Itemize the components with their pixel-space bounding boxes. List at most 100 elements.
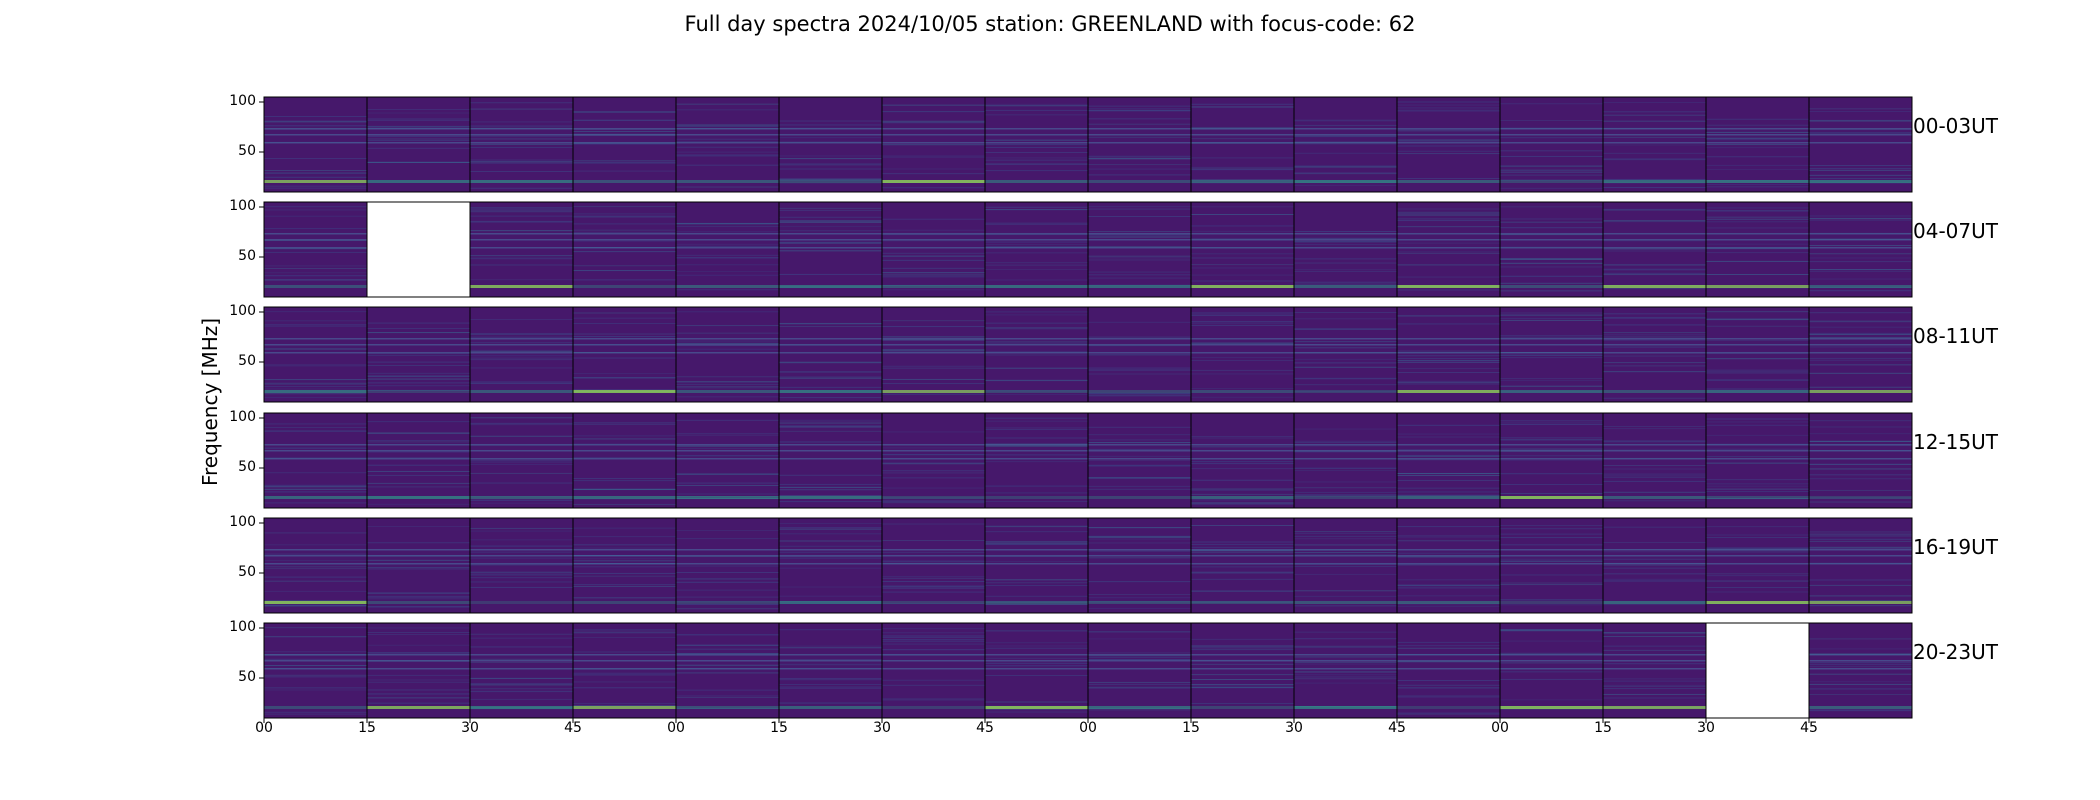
- spectral-line: [1294, 682, 1397, 684]
- spectral-line: [882, 603, 985, 605]
- spectral-line: [985, 525, 1088, 527]
- frequency-band: [1294, 563, 1397, 565]
- frequency-band: [264, 549, 367, 551]
- spectral-line: [470, 349, 573, 351]
- frequency-band: [470, 563, 573, 565]
- low-frequency-band: [1706, 180, 1809, 183]
- spectral-line: [985, 209, 1088, 211]
- spectral-line: [1397, 368, 1500, 370]
- frequency-band: [1397, 450, 1500, 452]
- spectral-line: [779, 483, 882, 485]
- frequency-band: [264, 134, 367, 136]
- spectral-line: [1809, 497, 1912, 499]
- spectrum-panel: [263, 201, 368, 298]
- spectral-line: [1397, 454, 1500, 456]
- frequency-band: [1706, 239, 1809, 241]
- panel-background: [676, 518, 779, 613]
- spectral-line: [985, 367, 1088, 369]
- low-frequency-band: [779, 496, 882, 499]
- spectral-line: [470, 502, 573, 504]
- spectral-line: [1294, 282, 1397, 284]
- frequency-band: [1397, 654, 1500, 656]
- spectral-line: [1500, 525, 1603, 527]
- frequency-band: [573, 458, 676, 460]
- spectral-line: [573, 372, 676, 374]
- spectral-line: [1706, 274, 1809, 276]
- spectral-line: [1809, 253, 1912, 255]
- spectral-line: [1706, 186, 1809, 188]
- spectral-line: [1397, 360, 1500, 362]
- spectral-line: [1191, 550, 1294, 552]
- frequency-band: [1500, 142, 1603, 144]
- spectral-line: [1500, 459, 1603, 461]
- spectral-line: [264, 560, 367, 562]
- spectral-line: [1191, 253, 1294, 255]
- spectral-line: [1191, 138, 1294, 140]
- spectral-line: [1397, 107, 1500, 109]
- spectral-line: [1294, 481, 1397, 483]
- spectral-line: [1809, 290, 1912, 292]
- spectral-line: [1088, 709, 1191, 711]
- spectral-line: [779, 361, 882, 363]
- frequency-band: [1191, 458, 1294, 460]
- frequency-band: [882, 450, 985, 452]
- spectral-line: [1397, 355, 1500, 357]
- frequency-band: [1603, 458, 1706, 460]
- spectrum-panel: [1705, 412, 1810, 509]
- panel-background: [1500, 623, 1603, 718]
- spectral-line: [470, 207, 573, 209]
- spectral-line: [985, 541, 1088, 543]
- frequency-band: [779, 458, 882, 460]
- low-frequency-band: [367, 180, 470, 183]
- spectral-line: [1809, 217, 1912, 219]
- spectral-line: [676, 596, 779, 598]
- spectral-line: [1088, 681, 1191, 683]
- frequency-band: [779, 654, 882, 656]
- spectral-line: [573, 629, 676, 631]
- spectral-line: [1397, 494, 1500, 496]
- spectral-line: [1397, 536, 1500, 538]
- spectral-line: [1191, 168, 1294, 170]
- spectral-line: [1397, 713, 1500, 715]
- spectral-line: [676, 445, 779, 447]
- panel-background: [779, 623, 882, 718]
- panel-background: [1809, 413, 1912, 508]
- panel-background: [1294, 202, 1397, 297]
- frequency-band: [573, 352, 676, 354]
- spectral-line: [367, 109, 470, 111]
- low-frequency-band: [1809, 601, 1912, 604]
- spectral-line: [1603, 221, 1706, 223]
- spectral-line: [779, 528, 882, 530]
- low-frequency-band: [367, 706, 470, 709]
- spectrum-panel: [1293, 306, 1398, 403]
- spectral-line: [882, 168, 985, 170]
- spectral-line: [985, 595, 1088, 597]
- frequency-band: [676, 233, 779, 235]
- frequency-band: [1706, 134, 1809, 136]
- spectral-line: [1294, 535, 1397, 537]
- spectrum-panel: [675, 622, 780, 719]
- spectrum-panel: [1087, 517, 1192, 614]
- spectral-line: [1191, 546, 1294, 548]
- spectral-line: [1706, 488, 1809, 490]
- spectral-line: [1603, 684, 1706, 686]
- spectral-line: [1603, 274, 1706, 276]
- frequency-band: [1294, 549, 1397, 551]
- panel-background: [264, 97, 367, 192]
- spectral-line: [1191, 499, 1294, 501]
- frequency-band: [985, 134, 1088, 136]
- spectral-line: [264, 275, 367, 277]
- spectral-line: [367, 697, 470, 699]
- frequency-band: [1603, 549, 1706, 551]
- low-frequency-band: [985, 601, 1088, 604]
- spectral-line: [779, 687, 882, 689]
- frequency-band: [676, 660, 779, 662]
- spectral-line: [264, 320, 367, 322]
- frequency-band: [1809, 458, 1912, 460]
- spectral-line: [676, 433, 779, 435]
- spectrum-panel: [881, 96, 986, 193]
- spectral-line: [985, 244, 1088, 246]
- spectral-line: [676, 138, 779, 140]
- spectral-line: [1088, 216, 1191, 218]
- frequency-band: [676, 458, 779, 460]
